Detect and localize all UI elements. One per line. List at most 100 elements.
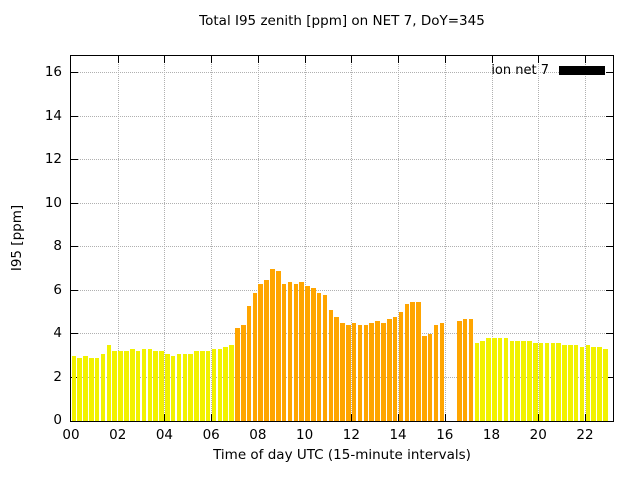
gridline-v <box>351 56 353 421</box>
y-axis-label: I95 [ppm] <box>9 204 25 272</box>
x-axis-label: Time of day UTC (15-minute intervals) <box>213 447 471 463</box>
gridline-h <box>71 115 613 117</box>
bar <box>118 351 123 421</box>
bar <box>293 284 299 421</box>
plot-area: ion net 7 <box>70 55 614 422</box>
bar <box>71 355 77 421</box>
bar <box>328 310 334 421</box>
bar <box>200 351 205 421</box>
gridline-v <box>398 56 400 421</box>
bar <box>83 355 88 421</box>
bar <box>497 338 503 421</box>
bar <box>340 323 345 421</box>
bar <box>135 351 141 421</box>
x-tick-mark <box>117 414 119 421</box>
bar <box>322 295 328 421</box>
x-tick-mark <box>584 56 586 63</box>
gridline-v <box>257 56 259 421</box>
x-tick-label: 12 <box>342 427 360 443</box>
bar <box>182 353 188 421</box>
y-tick-label: 6 <box>53 281 62 298</box>
bar <box>357 325 363 421</box>
bar <box>299 281 304 421</box>
x-tick-mark <box>257 56 259 63</box>
bar <box>375 321 380 421</box>
x-tick-mark <box>257 414 259 421</box>
x-tick-mark <box>351 414 353 421</box>
bar <box>194 351 199 421</box>
y-tick-mark <box>71 202 78 204</box>
bar <box>94 358 100 421</box>
bar <box>527 340 532 421</box>
gridline-v <box>538 56 540 421</box>
x-tick-label: 20 <box>529 427 547 443</box>
bar <box>568 344 573 421</box>
bar <box>597 347 602 421</box>
x-tick-mark <box>538 56 540 63</box>
bar <box>544 342 550 421</box>
gridline-v <box>304 56 306 421</box>
bar <box>235 327 240 421</box>
x-tick-label: 14 <box>389 427 407 443</box>
y-tick-mark <box>606 115 613 117</box>
gridline-h <box>71 159 613 161</box>
x-tick-label: 10 <box>296 427 314 443</box>
y-tick-label: 2 <box>53 368 62 385</box>
bar <box>153 351 158 421</box>
bar <box>229 344 234 421</box>
bar <box>223 347 228 421</box>
bar <box>351 323 357 421</box>
bar <box>112 351 117 421</box>
y-tick-label: 16 <box>44 64 62 81</box>
gridline-v <box>584 56 586 421</box>
x-tick-label: 04 <box>155 427 174 443</box>
bar <box>159 351 164 421</box>
x-tick-label: 02 <box>109 427 127 443</box>
bar <box>381 323 386 421</box>
bar <box>240 325 246 421</box>
x-tick-label: 18 <box>482 427 501 443</box>
x-tick-label: 16 <box>436 427 454 443</box>
legend-label: ion net 7 <box>491 63 549 78</box>
bar <box>141 349 147 421</box>
x-tick-mark <box>164 56 166 63</box>
y-tick-label: 0 <box>53 412 62 428</box>
bar <box>433 325 439 421</box>
y-tick-mark <box>606 72 613 74</box>
x-tick-mark <box>164 414 166 421</box>
x-tick-mark <box>444 414 446 421</box>
y-tick-mark <box>71 72 78 74</box>
gridline-v <box>117 56 119 421</box>
gridline-v <box>491 56 493 421</box>
bar <box>287 281 293 421</box>
x-tick-mark <box>304 56 306 63</box>
bar <box>591 347 596 421</box>
bar <box>404 303 410 421</box>
bar <box>556 342 561 421</box>
bar <box>468 318 474 421</box>
gridline-h <box>71 289 613 291</box>
gridline-h <box>71 202 613 204</box>
bar <box>427 334 433 421</box>
bar <box>89 358 94 421</box>
bar <box>579 347 585 421</box>
bar <box>170 355 176 421</box>
bar <box>538 342 544 421</box>
x-tick-mark <box>351 56 353 63</box>
bar <box>386 318 392 421</box>
bar <box>521 340 526 421</box>
bar <box>311 288 316 421</box>
bar <box>276 271 281 421</box>
y-tick-label: 10 <box>44 194 62 211</box>
bar <box>100 353 106 421</box>
gridline-h <box>71 72 613 74</box>
y-tick-mark <box>71 115 78 117</box>
bar <box>188 353 193 421</box>
bar <box>124 351 129 421</box>
x-tick-mark <box>398 414 400 421</box>
y-tick-mark <box>71 246 78 248</box>
y-tick-label: 4 <box>53 325 62 342</box>
bar <box>246 305 252 421</box>
bar <box>106 344 112 421</box>
x-tick-mark <box>584 414 586 421</box>
